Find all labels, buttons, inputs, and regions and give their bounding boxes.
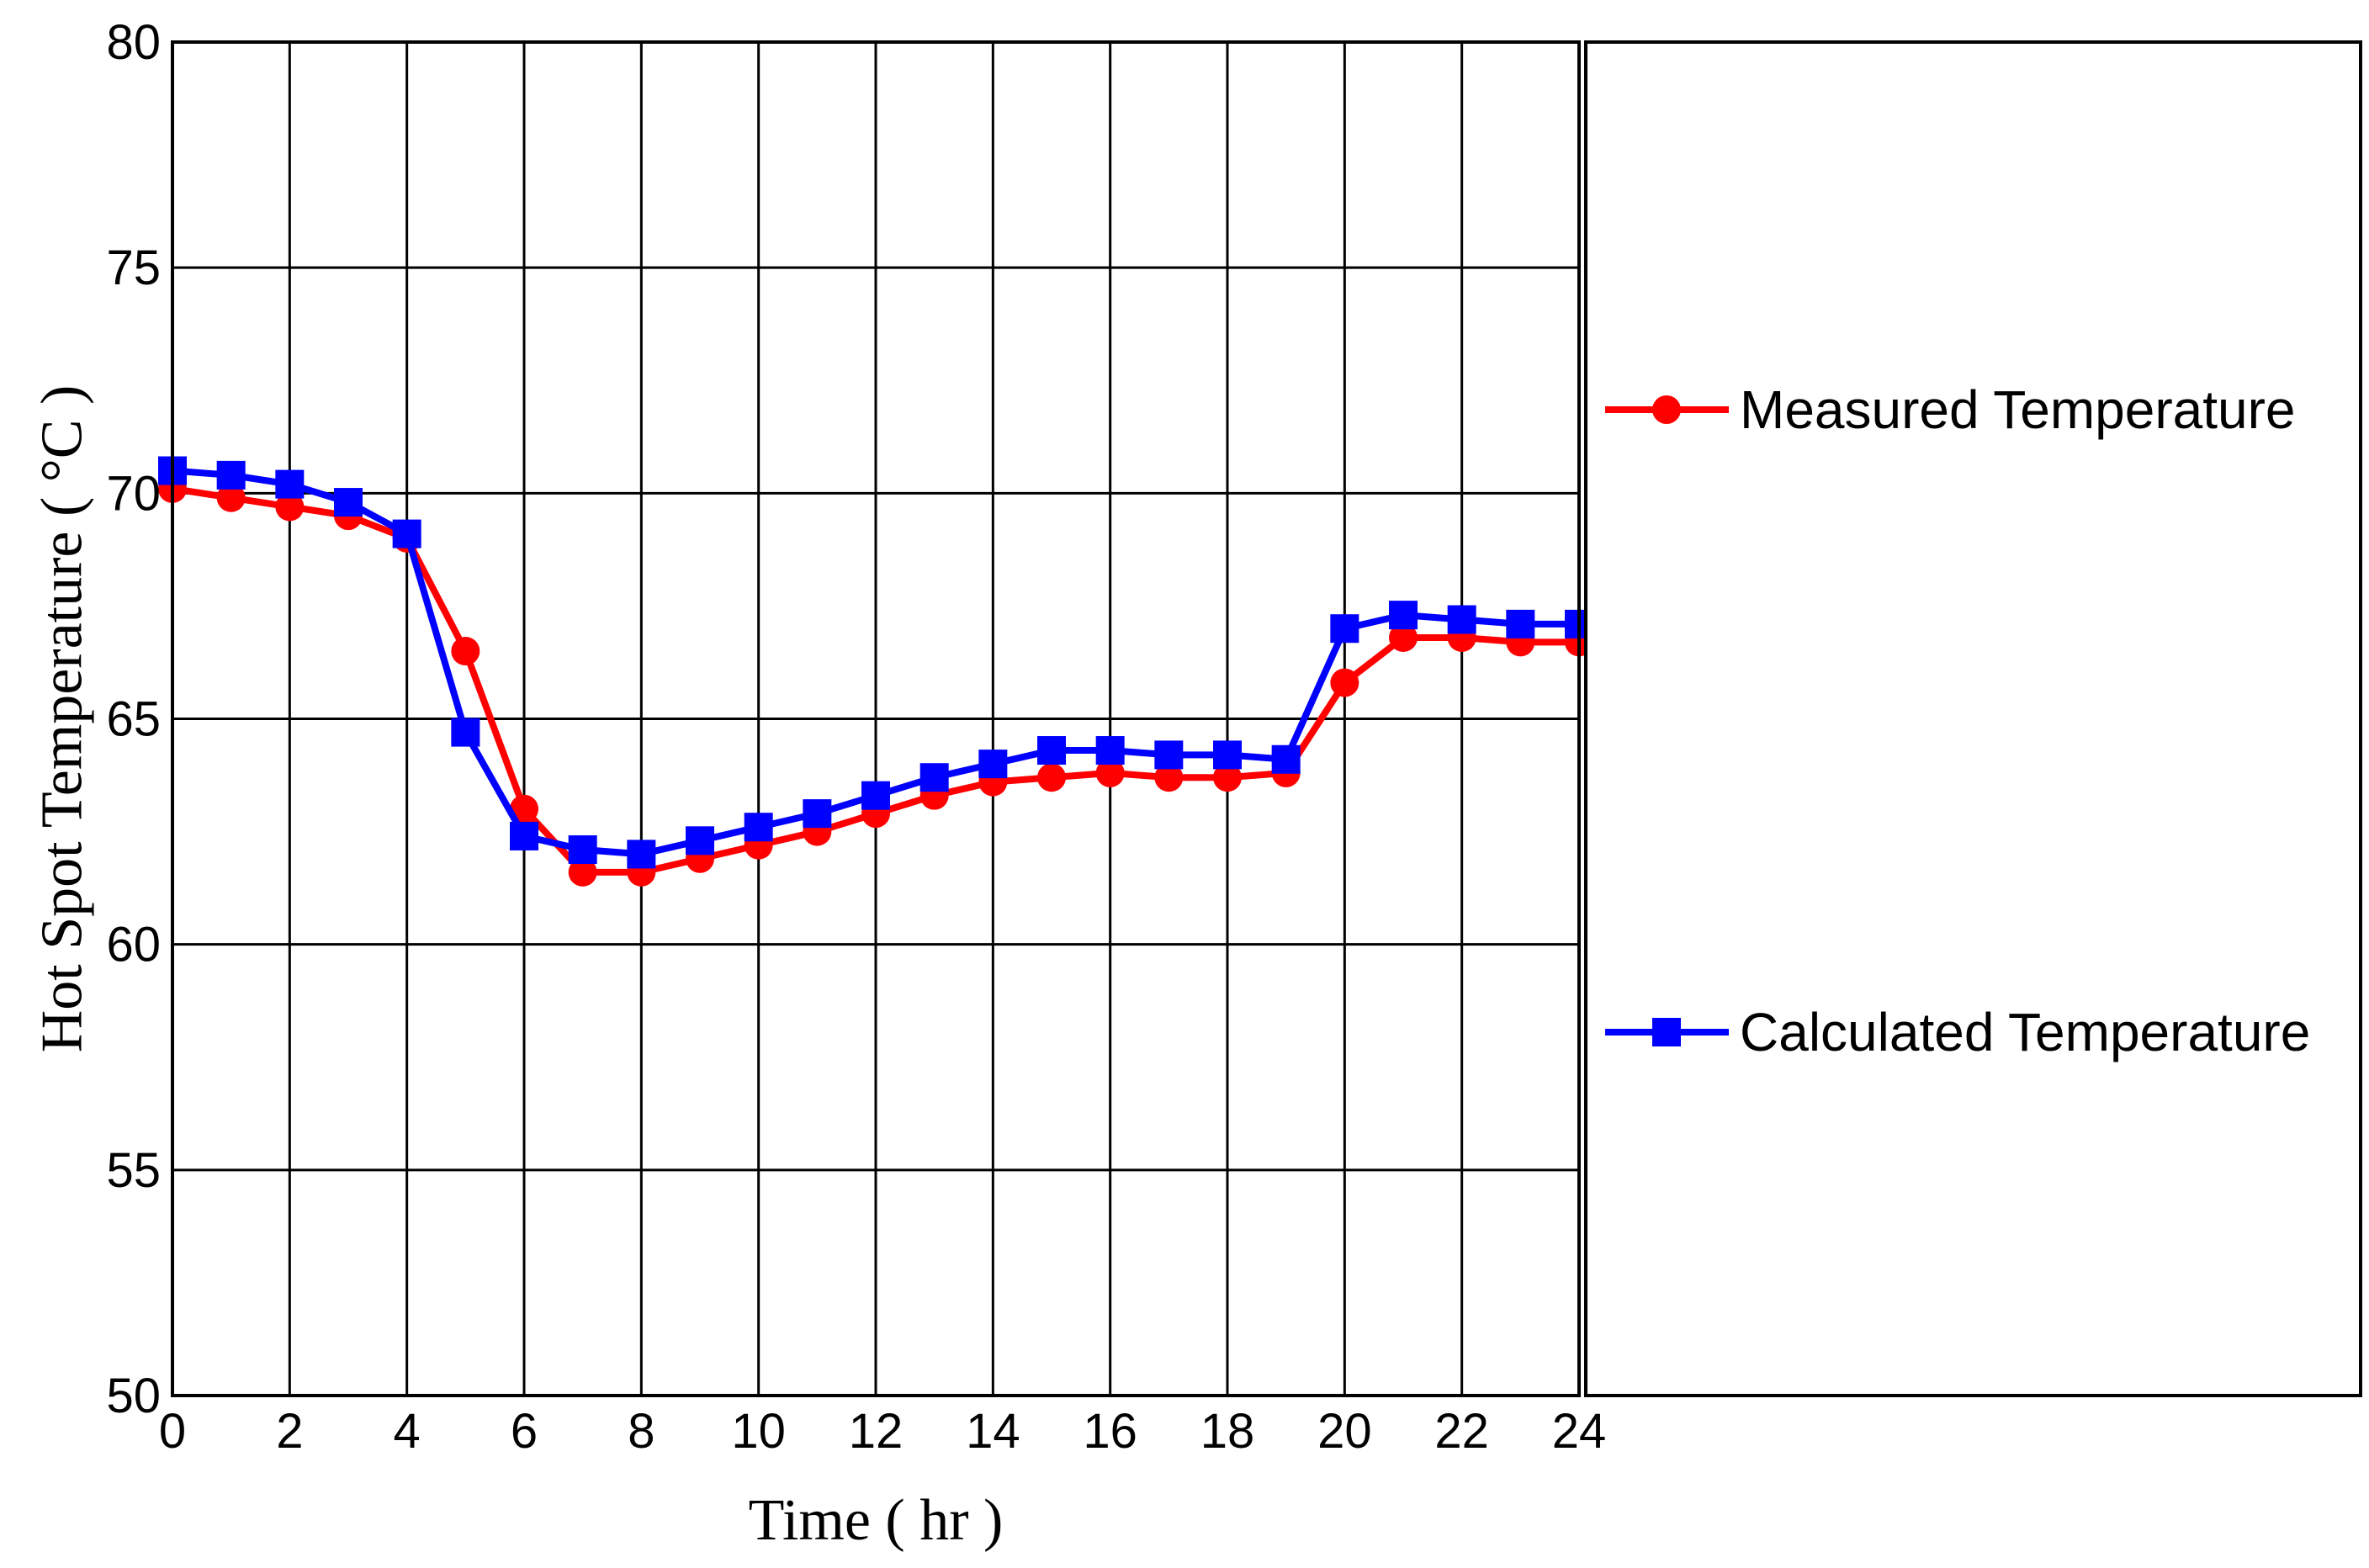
data-point-square — [1095, 736, 1125, 765]
y-tick-label: 65 — [106, 692, 161, 747]
legend-marker-square — [1652, 1018, 1681, 1046]
x-tick-label: 24 — [1552, 1404, 1607, 1459]
data-point-square — [392, 519, 421, 548]
y-tick-label: 55 — [106, 1143, 161, 1198]
legend-item-2: Calculated Temperature — [1605, 1002, 2310, 1062]
data-point-circle — [1330, 668, 1359, 697]
x-tick-label: 20 — [1317, 1404, 1372, 1459]
x-tick-label: 4 — [394, 1404, 421, 1459]
x-tick-label: 6 — [511, 1404, 538, 1459]
data-point-square — [1506, 609, 1535, 638]
data-point-circle — [1389, 622, 1418, 652]
data-point-square — [451, 718, 480, 747]
x-axis-label: Time ( hr ) — [749, 1488, 1004, 1553]
data-point-circle — [451, 637, 480, 666]
data-point-square — [686, 826, 714, 856]
data-point-square — [1389, 601, 1418, 630]
legend: Measured Temperature Calculated Temperatu… — [1584, 40, 2362, 1397]
plot-frame — [171, 40, 1581, 1397]
data-point-square — [744, 813, 773, 842]
data-point-circle — [510, 794, 538, 824]
data-point-square — [1037, 736, 1066, 765]
data-point-square — [861, 781, 890, 810]
x-tick-label: 2 — [276, 1404, 303, 1459]
data-point-circle — [1095, 758, 1125, 787]
y-tick-label: 60 — [106, 918, 161, 972]
data-point-circle — [275, 492, 305, 522]
x-tick-label: 10 — [731, 1404, 786, 1459]
y-tick-label: 70 — [106, 466, 161, 521]
x-tick-label: 0 — [159, 1404, 186, 1459]
data-point-square — [1447, 605, 1476, 634]
x-tick-label: 22 — [1434, 1404, 1489, 1459]
data-point-square — [216, 460, 246, 490]
data-point-square — [1154, 740, 1184, 770]
data-point-circle — [1213, 763, 1242, 792]
data-point-square — [1330, 614, 1359, 644]
legend-box — [1584, 40, 2362, 1397]
x-tick-label: 14 — [966, 1404, 1020, 1459]
data-point-square — [510, 821, 538, 850]
legend-item-1: Measured Temperature — [1605, 379, 2296, 440]
data-point-circle — [1037, 763, 1066, 792]
data-point-square — [275, 469, 305, 499]
data-point-square — [627, 840, 656, 869]
data-point-circle — [568, 857, 597, 887]
y-axis-label: Hot Spot Temperature ( °C ) — [30, 385, 95, 1053]
x-tick-label: 12 — [849, 1404, 904, 1459]
y-tick-label: 80 — [106, 15, 161, 70]
legend-marker-circle — [1652, 395, 1681, 424]
legend-label: Measured Temperature — [1740, 379, 2296, 440]
x-tick-label: 18 — [1200, 1404, 1255, 1459]
data-point-circle — [1154, 763, 1184, 792]
data-point-square — [334, 488, 363, 517]
data-point-square — [1213, 740, 1242, 770]
data-point-square — [1271, 744, 1301, 774]
data-point-square — [803, 799, 832, 829]
data-point-square — [920, 763, 949, 792]
data-point-square — [568, 835, 597, 865]
data-point-square — [978, 750, 1008, 779]
y-tick-label: 75 — [106, 241, 161, 295]
y-tick-label: 50 — [106, 1369, 161, 1423]
x-tick-label: 16 — [1083, 1404, 1137, 1459]
legend-label: Calculated Temperature — [1740, 1002, 2310, 1062]
grid — [172, 42, 1579, 1396]
x-tick-label: 8 — [628, 1404, 655, 1459]
data-point-circle — [216, 483, 246, 512]
